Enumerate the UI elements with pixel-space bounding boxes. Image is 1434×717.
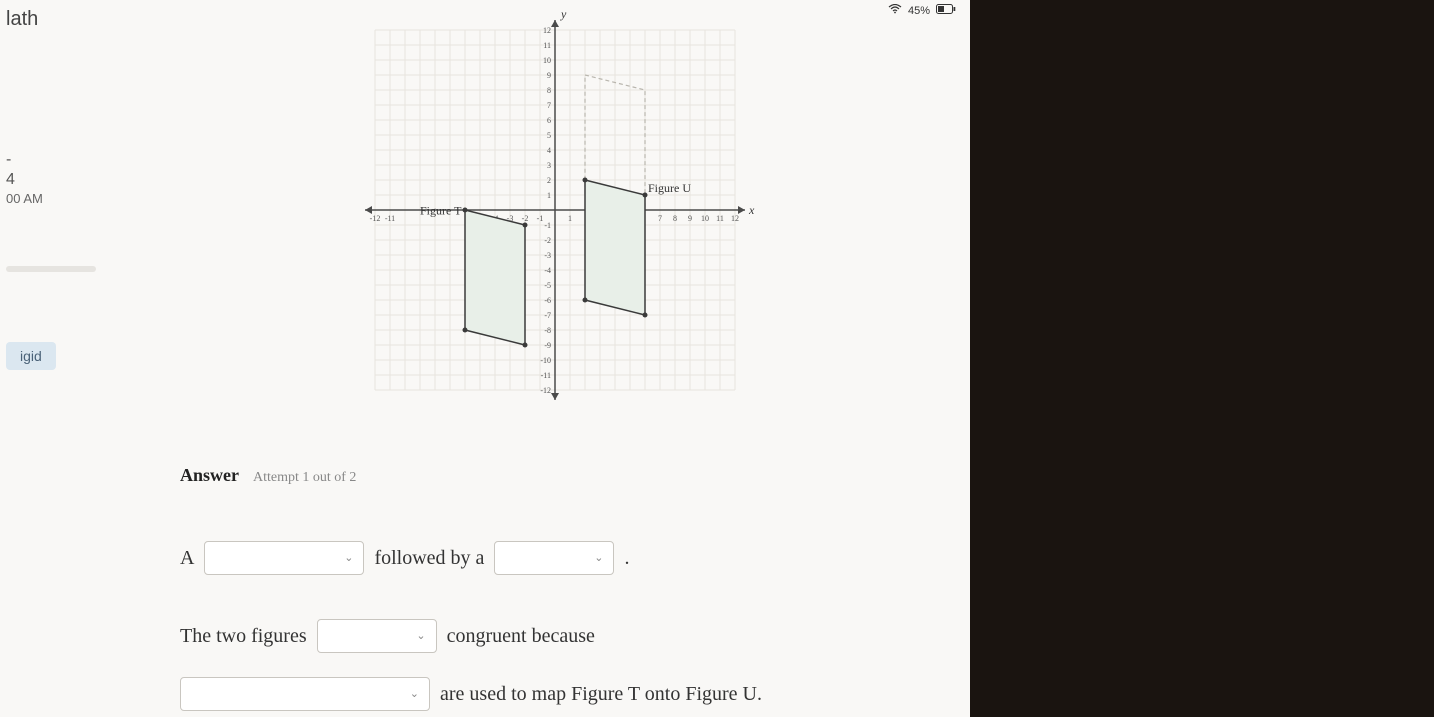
svg-text:8: 8 — [547, 86, 551, 95]
svg-text:-4: -4 — [544, 266, 551, 275]
svg-text:x: x — [748, 203, 755, 217]
answer-header: Answer Attempt 1 out of 2 — [180, 465, 930, 486]
sidebar-title: lath — [6, 8, 134, 31]
svg-text:-12: -12 — [540, 386, 551, 395]
select-are-arenot[interactable]: ⌄ — [317, 619, 437, 653]
svg-text:7: 7 — [547, 101, 551, 110]
svg-text:4: 4 — [547, 146, 551, 155]
text-period: . — [624, 536, 629, 580]
svg-text:-11: -11 — [385, 214, 395, 223]
svg-text:-2: -2 — [522, 214, 529, 223]
chevron-down-icon: ⌄ — [344, 546, 353, 570]
svg-text:10: 10 — [543, 56, 551, 65]
text-two-figures: The two figures — [180, 614, 307, 658]
svg-text:6: 6 — [547, 116, 551, 125]
chevron-down-icon: ⌄ — [410, 682, 419, 706]
svg-text:12: 12 — [543, 26, 551, 35]
svg-text:9: 9 — [688, 214, 692, 223]
attempt-text: Attempt 1 out of 2 — [253, 470, 356, 486]
app-frame: 45% lath - 4 00 AM igid -12-11-5-4-3-2-1… — [0, 0, 970, 717]
svg-text:11: 11 — [543, 41, 551, 50]
sidebar-tag[interactable]: igid — [6, 342, 56, 370]
main-content: -12-11-5-4-3-2-1134578910111212345678910… — [140, 0, 970, 717]
svg-text:-1: -1 — [544, 221, 551, 230]
chevron-down-icon: ⌄ — [594, 546, 603, 570]
svg-text:-7: -7 — [544, 311, 551, 320]
svg-text:1: 1 — [547, 191, 551, 200]
svg-text:-1: -1 — [537, 214, 544, 223]
answer-label: Answer — [180, 465, 239, 486]
svg-text:9: 9 — [547, 71, 551, 80]
svg-text:-5: -5 — [544, 281, 551, 290]
svg-text:-8: -8 — [544, 326, 551, 335]
select-reason[interactable]: ⌄ — [180, 677, 430, 711]
sentence-1: A ⌄ followed by a ⌄ . — [180, 536, 930, 580]
svg-text:1: 1 — [568, 214, 572, 223]
text-a: A — [180, 536, 194, 580]
svg-text:10: 10 — [701, 214, 709, 223]
svg-text:-10: -10 — [540, 356, 551, 365]
sidebar-line-1: - — [6, 151, 134, 169]
sidebar-progress — [6, 266, 96, 272]
sidebar-time: 00 AM — [6, 191, 134, 206]
svg-text:12: 12 — [731, 214, 739, 223]
svg-text:5: 5 — [547, 131, 551, 140]
svg-text:-12: -12 — [370, 214, 381, 223]
select-transformation-2[interactable]: ⌄ — [494, 541, 614, 575]
svg-text:Figure T: Figure T — [420, 204, 462, 218]
text-map: are used to map Figure T onto Figure U. — [440, 672, 762, 716]
svg-text:-11: -11 — [541, 371, 551, 380]
sentence-3: ⌄ are used to map Figure T onto Figure U… — [180, 672, 930, 716]
select-transformation-1[interactable]: ⌄ — [204, 541, 364, 575]
text-congruent: congruent because — [447, 614, 595, 658]
svg-text:3: 3 — [547, 161, 551, 170]
svg-text:-2: -2 — [544, 236, 551, 245]
svg-text:-3: -3 — [544, 251, 551, 260]
text-followed: followed by a — [374, 536, 484, 580]
sidebar-line-2: 4 — [6, 171, 134, 189]
chevron-down-icon: ⌄ — [416, 624, 425, 648]
svg-text:2: 2 — [547, 176, 551, 185]
svg-text:7: 7 — [658, 214, 662, 223]
sentence-2: The two figures ⌄ congruent because — [180, 614, 930, 658]
svg-text:8: 8 — [673, 214, 677, 223]
svg-text:-6: -6 — [544, 296, 551, 305]
svg-text:y: y — [560, 10, 567, 21]
svg-text:-9: -9 — [544, 341, 551, 350]
svg-text:11: 11 — [716, 214, 724, 223]
coordinate-chart: -12-11-5-4-3-2-1134578910111212345678910… — [355, 10, 755, 415]
sidebar: lath - 4 00 AM igid — [0, 0, 140, 717]
svg-text:Figure U: Figure U — [648, 181, 691, 195]
